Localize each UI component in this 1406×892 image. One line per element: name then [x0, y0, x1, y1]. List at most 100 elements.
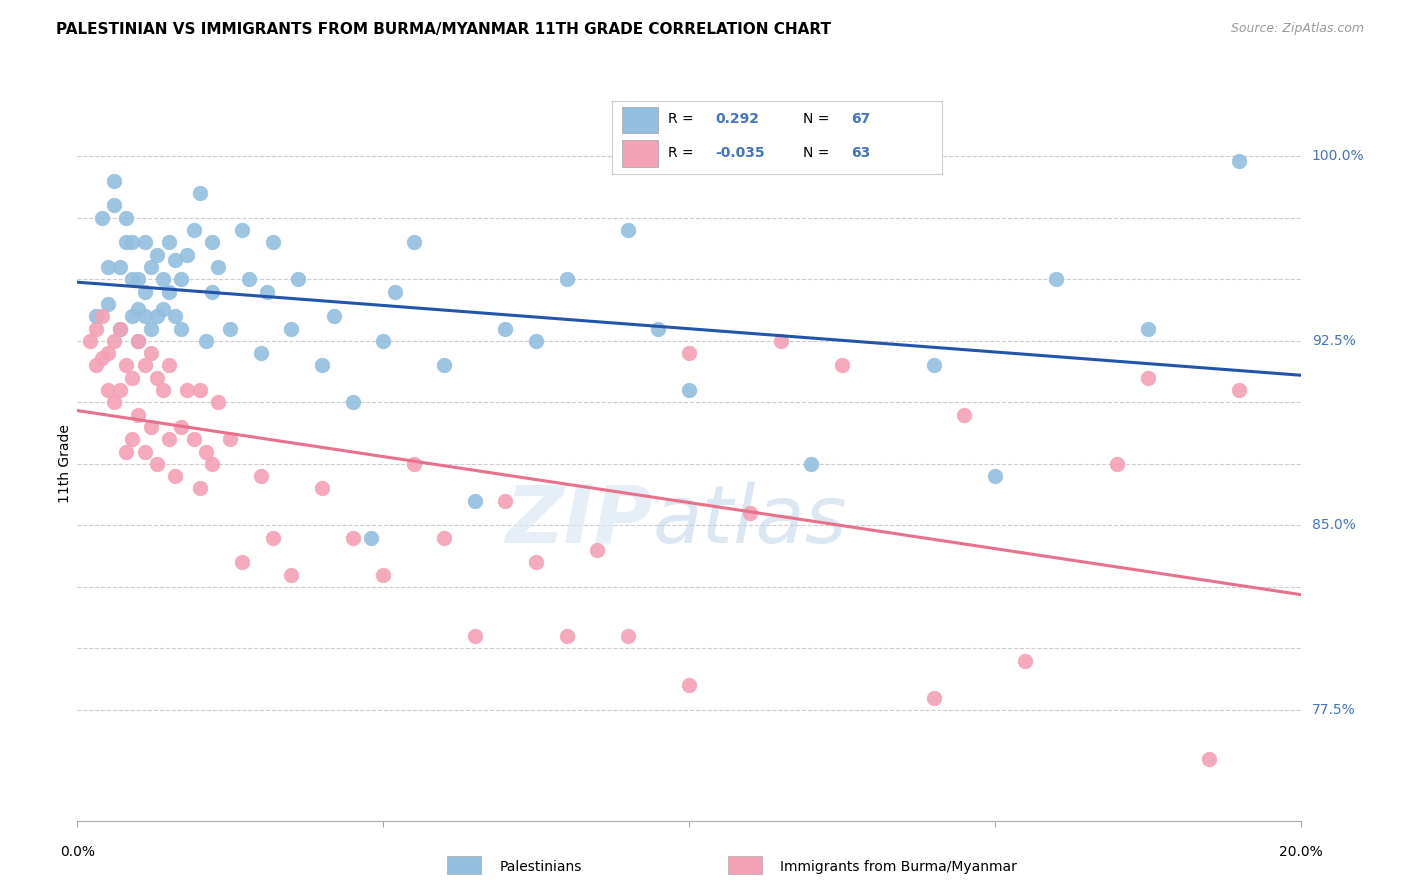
Point [84, 309, 107, 323]
Point [183, 432, 205, 446]
Text: 0.0%: 0.0% [60, 846, 94, 859]
Point [219, 432, 242, 446]
Point [134, 444, 156, 458]
Point [121, 272, 143, 286]
Point [90, 211, 112, 225]
Point [103, 198, 125, 212]
Text: ZIP: ZIP [505, 482, 652, 560]
Point [464, 629, 486, 643]
Point [311, 482, 333, 496]
Point [108, 321, 131, 335]
FancyBboxPatch shape [447, 856, 481, 874]
Point [740, 506, 762, 520]
Point [97, 383, 120, 397]
Text: N =: N = [803, 146, 834, 160]
Point [157, 285, 180, 299]
Y-axis label: 11th Grade: 11th Grade [58, 425, 72, 503]
Point [250, 469, 273, 483]
Text: 92.5%: 92.5% [1312, 334, 1355, 348]
Point [1045, 272, 1067, 286]
Text: 67: 67 [851, 112, 870, 127]
Point [1014, 654, 1036, 668]
Text: 0.292: 0.292 [716, 112, 759, 127]
Point [152, 301, 174, 316]
Point [108, 383, 131, 397]
Point [170, 272, 193, 286]
Point [188, 383, 211, 397]
Text: 63: 63 [851, 146, 870, 160]
Point [157, 235, 180, 250]
Point [586, 543, 609, 558]
Text: 100.0%: 100.0% [1312, 149, 1364, 163]
Point [555, 629, 578, 643]
Point [342, 395, 364, 409]
Point [1229, 383, 1251, 397]
Point [121, 370, 143, 384]
Point [231, 555, 253, 569]
Text: 85.0%: 85.0% [1312, 518, 1355, 533]
Point [201, 285, 224, 299]
Point [555, 272, 578, 286]
Point [207, 260, 229, 274]
Point [103, 334, 125, 348]
Point [371, 567, 394, 582]
Point [678, 678, 700, 692]
Text: R =: R = [668, 146, 697, 160]
Point [402, 457, 425, 471]
Point [103, 395, 125, 409]
Point [115, 235, 138, 250]
Point [219, 321, 242, 335]
Point [256, 285, 278, 299]
Point [1136, 321, 1159, 335]
Point [121, 309, 143, 323]
Point [134, 285, 156, 299]
Point [495, 321, 517, 335]
FancyBboxPatch shape [621, 107, 658, 133]
Point [139, 321, 162, 335]
Point [238, 272, 260, 286]
Point [97, 297, 120, 311]
Point [103, 174, 125, 188]
Point [108, 321, 131, 335]
Point [262, 235, 284, 250]
Point [139, 420, 162, 434]
FancyBboxPatch shape [621, 140, 658, 167]
Text: Palestinians: Palestinians [499, 860, 582, 874]
Point [176, 383, 198, 397]
Point [287, 272, 309, 286]
Point [146, 309, 169, 323]
Text: 77.5%: 77.5% [1312, 703, 1355, 717]
Point [84, 359, 107, 373]
Point [231, 223, 253, 237]
Point [121, 235, 143, 250]
Point [280, 567, 302, 582]
Point [108, 260, 131, 274]
Point [280, 321, 302, 335]
Point [1198, 752, 1220, 766]
Point [800, 457, 823, 471]
Point [152, 383, 174, 397]
Text: R =: R = [668, 112, 697, 127]
Text: Source: ZipAtlas.com: Source: ZipAtlas.com [1230, 22, 1364, 36]
Point [1229, 154, 1251, 169]
Point [311, 359, 333, 373]
Point [139, 260, 162, 274]
Point [127, 272, 149, 286]
Point [134, 309, 156, 323]
Point [127, 408, 149, 422]
Text: Immigrants from Burma/Myanmar: Immigrants from Burma/Myanmar [780, 860, 1017, 874]
Point [134, 235, 156, 250]
Point [524, 334, 547, 348]
Point [165, 252, 187, 267]
Point [922, 359, 945, 373]
Point [201, 457, 224, 471]
Point [678, 383, 700, 397]
Point [464, 493, 486, 508]
Point [134, 359, 156, 373]
Point [121, 432, 143, 446]
Point [176, 248, 198, 262]
Point [157, 432, 180, 446]
Point [953, 408, 976, 422]
Point [250, 346, 273, 360]
Point [495, 493, 517, 508]
